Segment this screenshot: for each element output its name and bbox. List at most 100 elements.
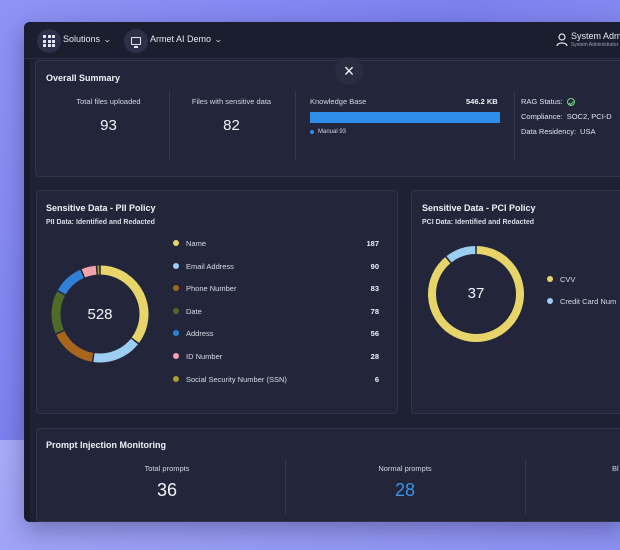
total-prompts-label: Total prompts — [144, 464, 190, 473]
sensitive-files-value: 82 — [223, 117, 240, 134]
legend-value: 90 — [370, 261, 379, 271]
pci-policy-card: Sensitive Data - PCI Policy PCI Data: Id… — [411, 190, 620, 414]
rag-status-label: RAG Status: — [521, 97, 563, 106]
legend-label: Credit Card Num — [560, 297, 617, 306]
legend-dot — [173, 240, 179, 246]
legend-value: 28 — [370, 352, 379, 361]
legend-item[interactable]: Phone Number — [173, 284, 373, 294]
compliance-label: Compliance: — [521, 112, 563, 121]
residency-row: Data Residency: USA — [521, 127, 595, 136]
knowledge-base-size: 546.2 KB — [466, 97, 498, 106]
dashboard-window: Solutions ⌄ Armet AI Demo ⌄ System Admin… — [24, 22, 620, 522]
legend-dot — [547, 298, 553, 304]
overall-summary-card: Overall Summary Total files uploaded 93 … — [35, 60, 620, 177]
donut-slice-name[interactable] — [100, 265, 149, 343]
normal-prompts-value: 28 — [394, 480, 416, 500]
knowledge-base-bar-fill — [310, 112, 500, 123]
donut-slice-credit-card-num[interactable] — [446, 246, 476, 263]
donut-slice-email-address[interactable] — [93, 338, 138, 363]
legend-label: Phone Number — [186, 284, 237, 294]
workspace-button[interactable] — [124, 29, 148, 53]
pii-policy-card: Sensitive Data - PII Policy PII Data: Id… — [36, 190, 398, 414]
pci-donut-chart — [428, 246, 524, 342]
donut-slice-id-number[interactable] — [81, 265, 97, 278]
chevron-down-icon: ⌄ — [103, 34, 112, 44]
pii-subtitle: PII Data: Identified and Redacted — [46, 219, 155, 226]
divider — [285, 459, 286, 514]
total-prompts-value: 36 — [156, 480, 178, 500]
app-launcher-button[interactable] — [37, 29, 61, 53]
legend-item[interactable]: Credit Card Num — [547, 297, 620, 307]
legend-value: 56 — [370, 329, 379, 339]
knowledge-base-legend: Manual 93 — [310, 129, 346, 135]
legend-label: CVV — [560, 275, 576, 284]
legend-dot — [173, 375, 179, 382]
compliance-row: Compliance: SOC2, PCI-D — [521, 112, 612, 121]
legend-value: 6 — [374, 374, 379, 384]
donut-slice-phone-number[interactable] — [56, 330, 94, 362]
legend-dot — [547, 276, 553, 282]
legend-label: Name — [186, 239, 207, 248]
blocked-prompts-label: Bl — [612, 464, 619, 473]
prompt-monitoring-card: Prompt Injection Monitoring Total prompt… — [36, 428, 620, 522]
legend-dot — [173, 330, 179, 337]
pci-total: 37 — [467, 285, 485, 302]
compliance-value: SOC2, PCI-D — [566, 112, 612, 121]
window-left-edge — [24, 22, 30, 522]
legend-label: Social Security Number (SSN) — [186, 374, 287, 384]
pci-title: Sensitive Data - PCI Policy — [422, 203, 536, 213]
overall-summary-title: Overall Summary — [46, 73, 121, 83]
knowledge-base-label: Knowledge Base — [310, 97, 367, 106]
total-files-label: Total files uploaded — [76, 97, 141, 106]
close-button[interactable]: × — [335, 57, 363, 85]
legend-label: Date — [186, 306, 202, 316]
legend-value: 83 — [370, 284, 379, 294]
prompt-monitoring-title: Prompt Injection Monitoring — [46, 440, 166, 450]
legend-item[interactable]: CVV — [547, 275, 620, 285]
workspace-dropdown[interactable]: Armet AI Demo ⌄ — [150, 34, 223, 44]
total-files-value: 93 — [100, 117, 117, 134]
pii-title: Sensitive Data - PII Policy — [46, 203, 156, 213]
chevron-down-icon: ⌄ — [214, 34, 223, 44]
legend-item[interactable]: Date — [173, 307, 373, 317]
pii-total: 528 — [87, 306, 113, 323]
solutions-dropdown[interactable]: Solutions ⌄ — [63, 34, 112, 44]
donut-slice-cvv[interactable] — [428, 246, 524, 342]
legend-dot — [173, 307, 179, 314]
legend-item[interactable]: Name — [173, 239, 373, 249]
legend-dot — [310, 130, 314, 134]
legend-label: Email Address — [186, 261, 234, 271]
workspace-label: Armet AI Demo — [150, 34, 212, 44]
legend-item[interactable]: Address — [173, 329, 373, 339]
knowledge-base-legend-label: Manual 93 — [318, 129, 347, 135]
divider — [169, 91, 170, 161]
legend-dot — [173, 262, 179, 269]
legend-label: Address — [186, 329, 214, 339]
check-circle-icon — [566, 97, 575, 106]
residency-label: Data Residency: — [521, 127, 577, 136]
top-bar: Solutions ⌄ Armet AI Demo ⌄ System Admin… — [24, 22, 620, 59]
legend-item[interactable]: Social Security Number (SSN) — [173, 375, 373, 385]
pii-donut-chart — [51, 265, 149, 363]
user-name[interactable]: System Admin — [571, 31, 620, 41]
solutions-label: Solutions — [63, 34, 101, 44]
residency-value: USA — [580, 127, 596, 136]
divider — [514, 91, 515, 161]
grid-icon — [43, 35, 55, 47]
divider — [525, 459, 526, 514]
donut-slice-date[interactable] — [51, 291, 66, 334]
donut-slice-address[interactable] — [57, 269, 85, 295]
rag-status-row: RAG Status: — [521, 97, 575, 106]
user-icon[interactable] — [556, 33, 568, 47]
legend-value: 78 — [370, 306, 379, 316]
divider — [295, 91, 296, 161]
user-role: System Administrator — [571, 42, 619, 48]
monitor-icon — [131, 37, 141, 48]
legend-label: ID Number — [186, 352, 223, 361]
knowledge-base-bar — [310, 112, 500, 123]
legend-item[interactable]: Email Address — [173, 262, 373, 272]
sensitive-files-label: Files with sensitive data — [191, 97, 272, 106]
legend-item[interactable]: ID Number — [173, 352, 373, 362]
legend-value: 187 — [366, 239, 379, 248]
pci-subtitle: PCI Data: Identified and Redacted — [422, 219, 535, 226]
